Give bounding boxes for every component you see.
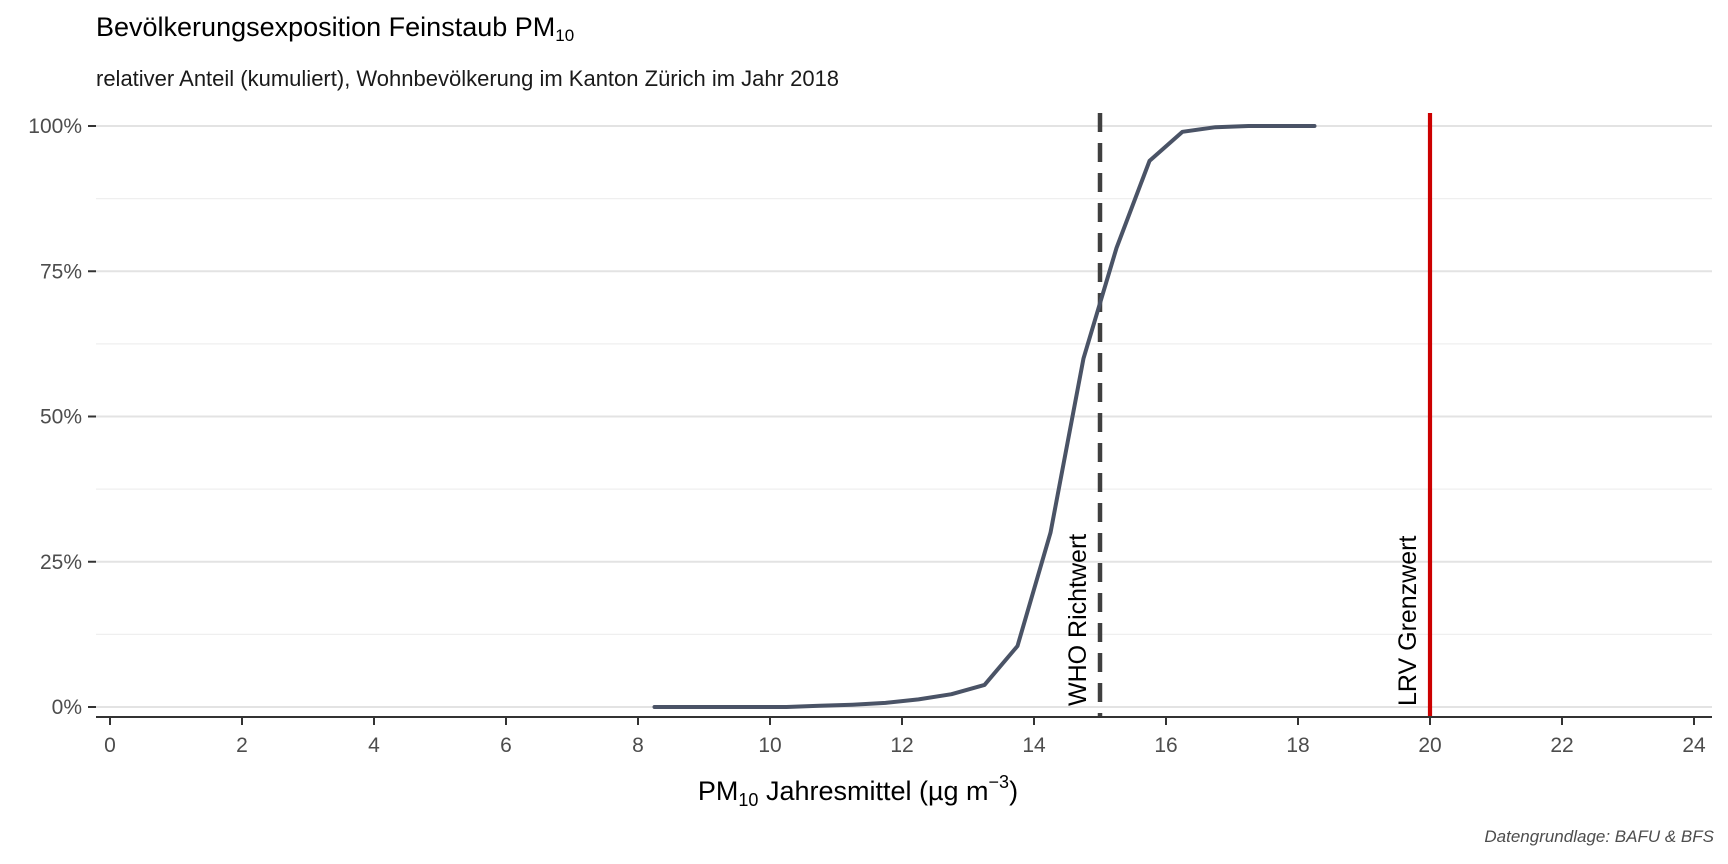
x-tick-label: 0: [104, 734, 116, 757]
y-tick-label: 50%: [40, 406, 82, 429]
x-tick-label: 4: [368, 734, 380, 757]
y-axis: 0% 25% 50% 75% 100%: [28, 115, 96, 719]
x-tick-label: 24: [1682, 734, 1706, 757]
x-tick-label: 12: [890, 734, 913, 757]
lrv-limit-label: LRV Grenzwert: [1394, 536, 1422, 706]
data-source-caption: Datengrundlage: BAFU & BFS: [1484, 827, 1714, 846]
x-tick-label: 2: [236, 734, 248, 757]
x-tick-label: 22: [1550, 734, 1573, 757]
x-tick-label: 14: [1022, 734, 1046, 757]
x-tick-label: 20: [1418, 734, 1441, 757]
y-tick-label: 0%: [52, 696, 82, 719]
reference-lines: WHO Richtwert LRV Grenzwert: [1064, 113, 1433, 716]
y-tick-label: 75%: [40, 260, 82, 283]
x-tick-label: 16: [1154, 734, 1177, 757]
y-tick-label: 25%: [40, 551, 82, 574]
who-reference-label: WHO Richtwert: [1064, 534, 1092, 706]
grid: [96, 125, 1712, 708]
chart-subtitle: relativer Anteil (kumuliert), Wohnbevölk…: [96, 66, 840, 91]
x-tick-label: 10: [758, 734, 781, 757]
x-axis-label: PM10 Jahresmittel (µg m−3): [698, 772, 1018, 810]
x-tick-label: 6: [500, 734, 512, 757]
y-tick-label: 100%: [28, 115, 82, 138]
x-tick-label: 18: [1286, 734, 1309, 757]
series: [652, 124, 1317, 709]
x-axis: 0 2 4 6 8 10 12 14 16 18 20 22 24: [96, 716, 1712, 757]
x-tick-label: 8: [632, 734, 644, 757]
chart-title: Bevölkerungsexposition Feinstaub PM10: [96, 12, 575, 45]
cumulative-share-line: [652, 124, 1317, 709]
